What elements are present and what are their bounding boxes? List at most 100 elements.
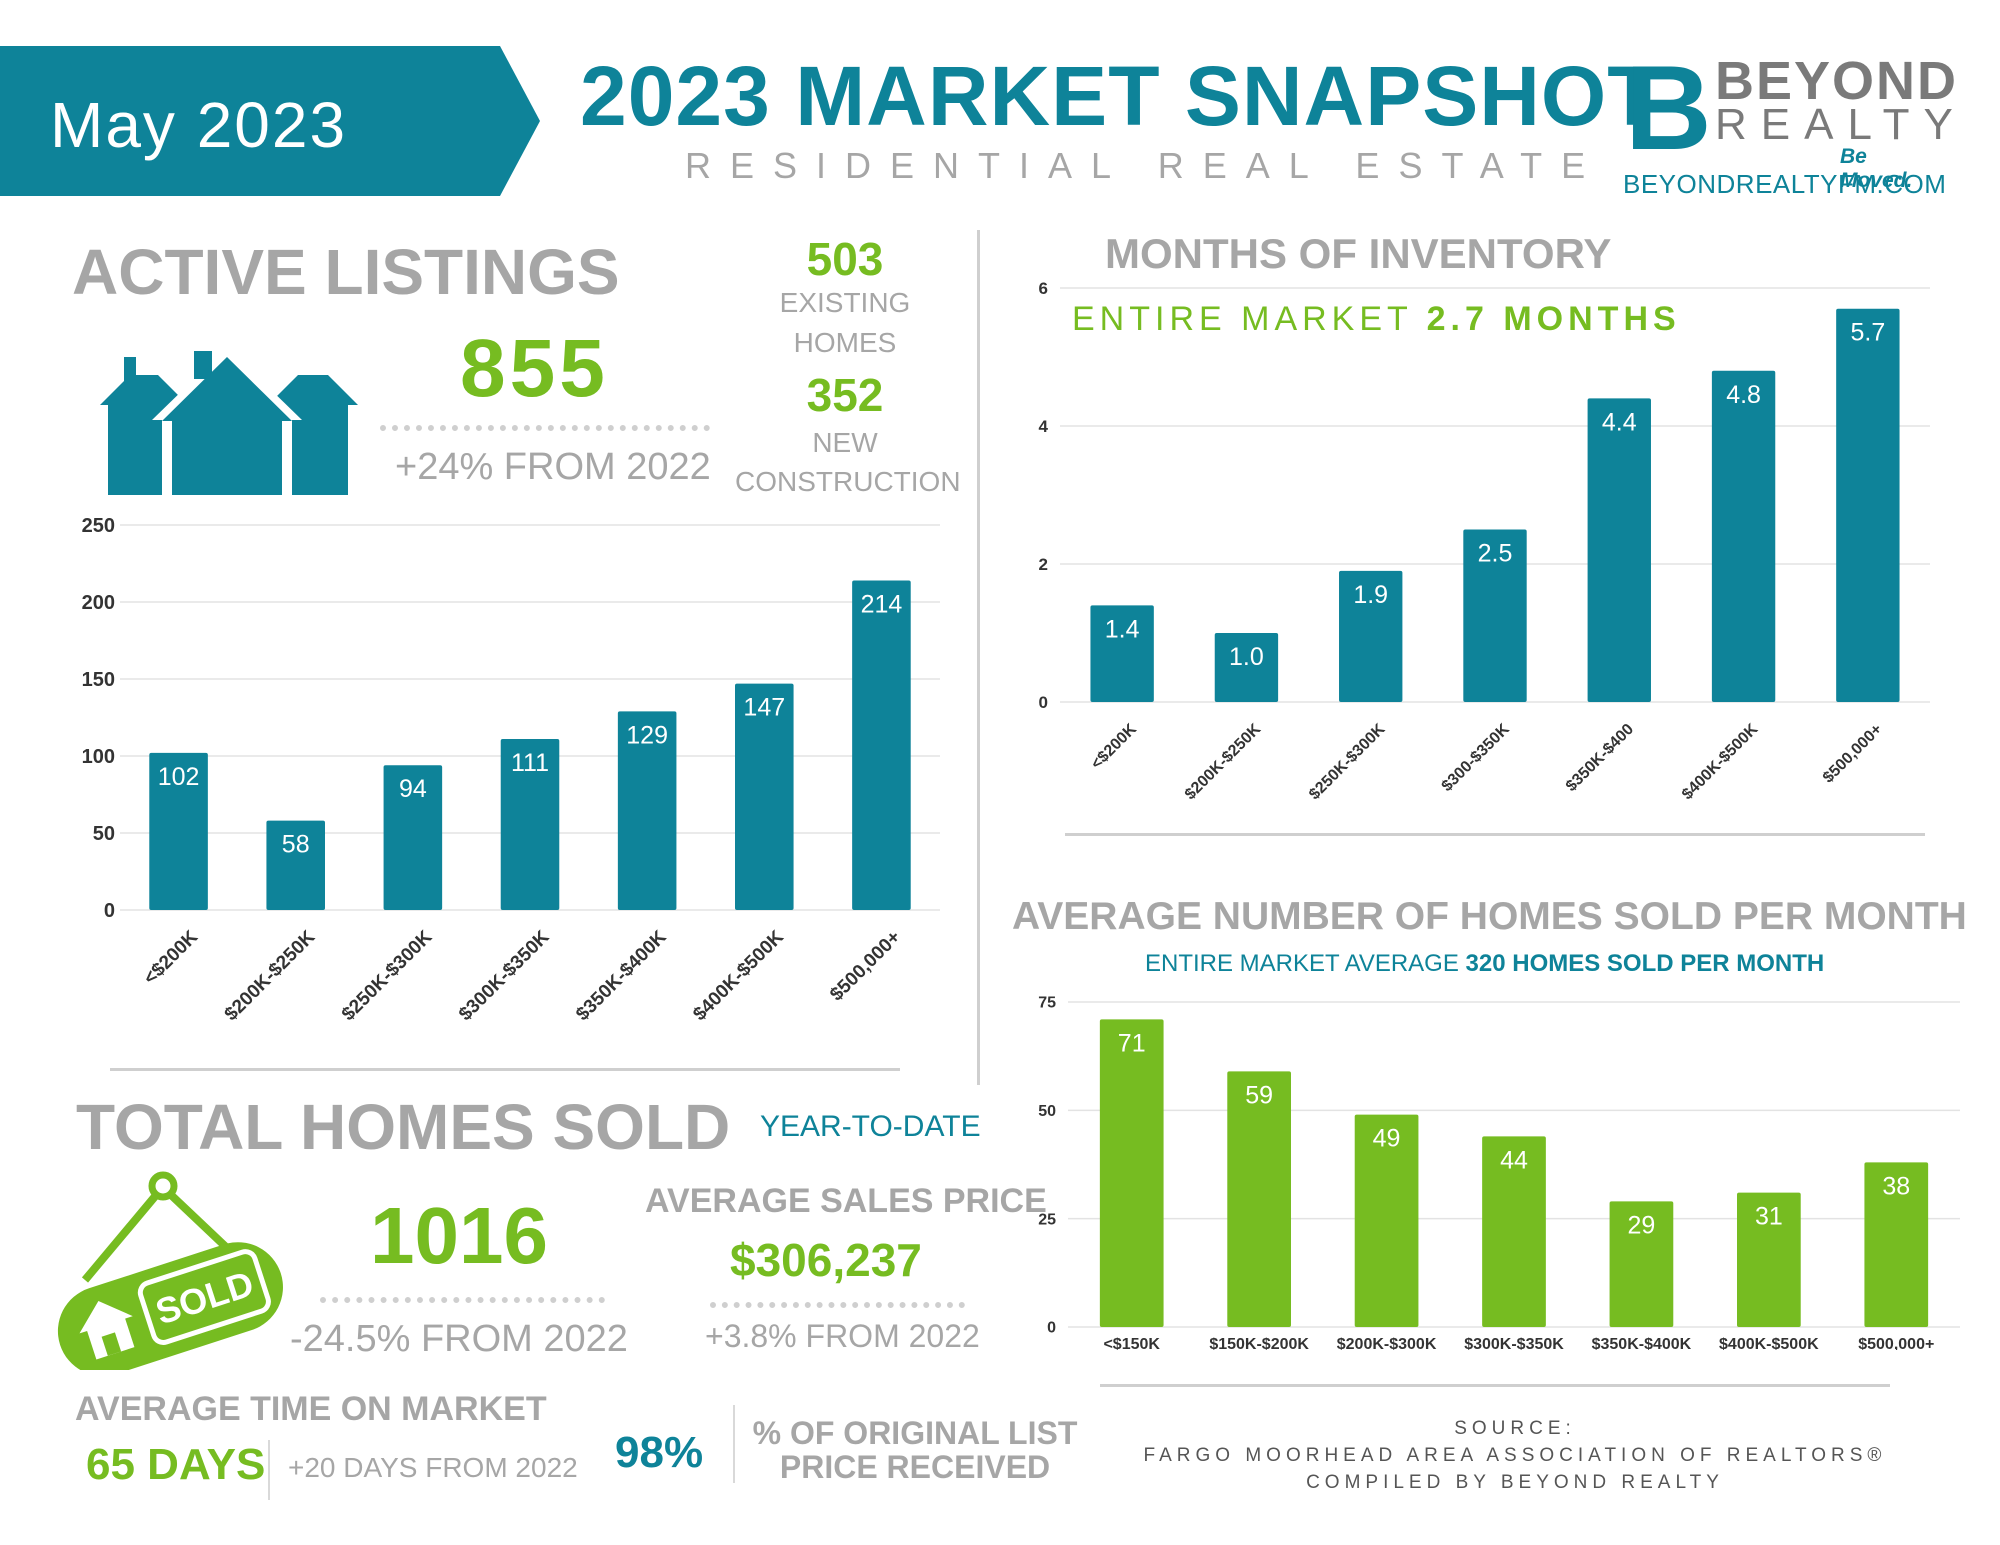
section-divider	[1100, 1384, 1890, 1387]
data-label: 29	[1628, 1211, 1656, 1239]
data-label: 147	[743, 694, 785, 722]
y-tick-label: 25	[1038, 1211, 1056, 1228]
data-label: 38	[1882, 1172, 1910, 1200]
sold-sign-icon: SOLD	[57, 1171, 283, 1370]
x-tick-label: $250K-$300K	[338, 926, 437, 1025]
active-listings-change: +24% FROM 2022	[395, 446, 711, 488]
y-tick-label: 4	[1039, 417, 1049, 436]
y-tick-label: 50	[93, 823, 115, 845]
y-tick-label: 0	[1047, 1320, 1056, 1337]
logo-mark: B	[1625, 41, 1712, 175]
source-line1: SOURCE:	[1454, 1418, 1576, 1439]
time-on-market-change: +20 DAYS FROM 2022	[288, 1452, 578, 1483]
x-tick-label: $400K-$500K	[1679, 720, 1762, 803]
data-label: 1.4	[1105, 615, 1140, 643]
page-title: 2023 MARKET SNAPSHOT	[580, 49, 1660, 143]
y-tick-label: 6	[1039, 279, 1048, 298]
bar	[735, 683, 794, 910]
source-line3: COMPILED BY BEYOND REALTY	[1306, 1472, 1724, 1493]
vertical-divider	[977, 230, 980, 1085]
bar	[1090, 605, 1154, 702]
bar	[1227, 1071, 1291, 1327]
bar	[1099, 1019, 1164, 1327]
months-inventory-title: MONTHS OF INVENTORY	[1105, 230, 1612, 277]
bar	[1711, 370, 1776, 702]
new-construction-value: 352	[806, 369, 884, 421]
x-tick-label: $400K-$500K	[689, 926, 788, 1025]
x-tick-label: $200K-$250K	[221, 926, 320, 1025]
data-label: 44	[1500, 1146, 1528, 1174]
list-price-label2: PRICE RECEIVED	[779, 1449, 1051, 1485]
active-listings-chart: 0 50 100 150 200 250 102 <$200K 58 $200K-$250K 94 $…	[82, 515, 940, 1025]
data-label: 59	[1245, 1081, 1273, 1109]
data-label: 1.9	[1353, 581, 1388, 609]
section-divider	[1065, 833, 1925, 836]
section-divider	[110, 1068, 900, 1071]
logo-line1: BEYOND	[1715, 51, 1959, 111]
logo-tagline: Be Moved.	[1840, 145, 1913, 192]
month-banner	[0, 46, 540, 196]
logo-line2: REALTY	[1715, 100, 1967, 149]
bar	[1737, 1192, 1801, 1327]
logo-url: BEYONDREALTYFM.COM	[1623, 169, 1947, 199]
time-on-market-value: 65 DAYS	[86, 1440, 266, 1489]
data-label: 71	[1118, 1029, 1146, 1057]
data-label: 5.7	[1850, 319, 1885, 347]
bar	[1836, 308, 1900, 702]
homes-sold-month-chart: 0 25 50 75 71 <$150K 59 $150K-$200K 49 $200K-$300…	[1038, 995, 1960, 1350]
x-tick-label: <$150K	[1103, 1336, 1160, 1350]
existing-homes-label2: HOMES	[793, 327, 897, 358]
homes-sold-month-title: AVERAGE NUMBER OF HOMES SOLD PER MONTH	[1012, 895, 1967, 938]
bar	[1864, 1162, 1929, 1327]
y-tick-label: 200	[82, 592, 115, 614]
data-label: 94	[399, 775, 427, 803]
bar	[1587, 398, 1651, 702]
new-construction-label2: CONSTRUCTION	[735, 466, 961, 497]
x-tick-label: $350K-$400K	[1592, 1336, 1692, 1350]
data-label: 1.0	[1229, 643, 1264, 671]
homes-sold-market-value: 320 HOMES SOLD PER MONTH	[1465, 950, 1825, 977]
y-tick-label: 75	[1038, 995, 1056, 1012]
stat-divider	[733, 1405, 735, 1483]
data-label: 31	[1755, 1203, 1783, 1231]
x-tick-label: $200K-$300K	[1337, 1336, 1437, 1350]
bar	[1339, 570, 1403, 702]
y-tick-label: 2	[1039, 555, 1048, 574]
dotted-divider	[710, 1302, 965, 1308]
x-tick-label: <$200K	[140, 926, 202, 988]
list-price-value: 98%	[615, 1428, 704, 1477]
bar	[500, 739, 560, 910]
existing-homes-label1: EXISTING	[779, 287, 911, 318]
existing-homes-value: 503	[806, 233, 884, 285]
homes-sold-market-summary: ENTIRE MARKET AVERAGE 320 HOMES SOLD PER…	[1145, 950, 1824, 978]
month-label: May 2023	[50, 89, 348, 161]
y-tick-label: 150	[82, 669, 115, 691]
bar	[617, 711, 677, 910]
active-listings-total: 855	[460, 323, 609, 414]
houses-icon	[100, 347, 358, 495]
bar	[852, 580, 911, 910]
y-tick-label: 100	[82, 746, 115, 768]
source-line2: FARGO MOORHEAD AREA ASSOCIATION OF REALT…	[1143, 1445, 1887, 1466]
bar	[1482, 1136, 1546, 1327]
stat-divider	[268, 1440, 270, 1500]
y-tick-label: 50	[1038, 1103, 1056, 1120]
total-sold-change: -24.5% FROM 2022	[290, 1318, 628, 1360]
data-label: 214	[861, 590, 903, 618]
months-inventory-chart: 0 2 4 6 1.4 <$200K 1.0 $200K-$250K 1.9 $250K-$300…	[1039, 279, 1930, 803]
x-tick-label: $250K-$300K	[1306, 720, 1389, 803]
avg-price-title: AVERAGE SALES PRICE	[645, 1182, 1047, 1220]
bar	[1214, 633, 1279, 702]
x-tick-label: $150K-$200K	[1209, 1336, 1309, 1350]
x-tick-label: $500,000+	[1820, 721, 1886, 787]
x-tick-label: $300-$350K	[1439, 720, 1514, 795]
data-label: 49	[1373, 1125, 1401, 1153]
x-tick-label: $500,000+	[826, 927, 905, 1006]
avg-price-value: $306,237	[730, 1234, 922, 1286]
x-tick-label: $300K-$350K	[1464, 1336, 1564, 1350]
bar	[1463, 529, 1527, 702]
data-label: 2.5	[1478, 540, 1513, 568]
bar	[1609, 1201, 1674, 1327]
active-listings-title: ACTIVE LISTINGS	[72, 236, 620, 308]
data-label: 4.8	[1726, 381, 1761, 409]
